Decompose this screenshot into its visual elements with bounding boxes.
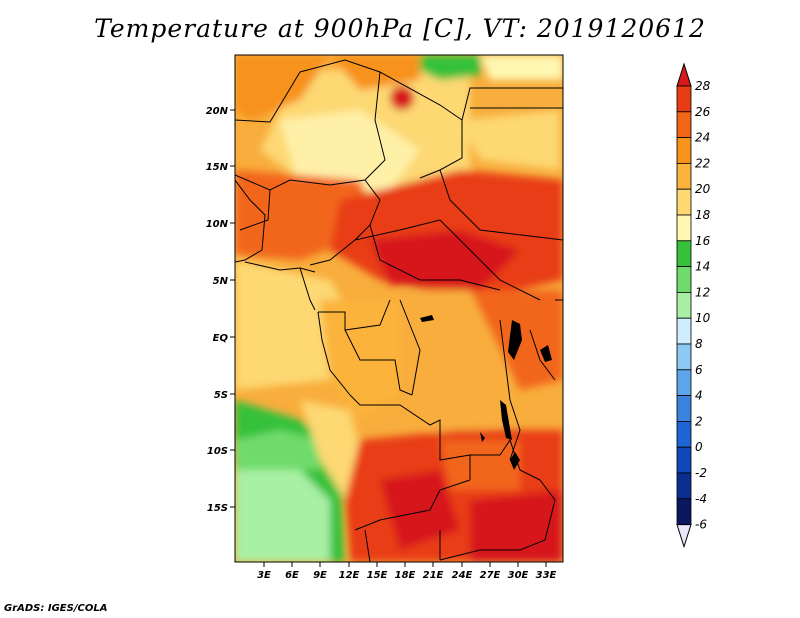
lat-label-15s: 15S [207, 503, 228, 514]
colorbar-label: 0 [695, 440, 703, 454]
lat-label-15n: 15N [206, 162, 229, 173]
colorbar-label: 22 [695, 156, 710, 170]
lon-label-6e: 6E [285, 570, 299, 581]
colorbar-label: 10 [695, 311, 711, 325]
lon-label-18e: 18E [395, 570, 416, 581]
colorbar-label: 20 [695, 182, 711, 196]
colorbar-swatch [676, 343, 692, 371]
lon-label-27e: 27E [480, 570, 501, 581]
colorbar-label: 24 [695, 131, 710, 145]
chart-title: Temperature at 900hPa [C], VT: 201912061… [94, 14, 706, 43]
colorbar-label: 12 [695, 285, 710, 299]
lat-label-20n: 20N [206, 106, 229, 117]
colorbar-swatch [676, 291, 692, 319]
colorbar-swatch [676, 266, 692, 293]
colorbar-label: 2 [695, 414, 703, 428]
colorbar-label: -2 [695, 466, 707, 480]
lon-label-12e: 12E [339, 570, 360, 581]
colorbar-swatch [676, 369, 692, 396]
colorbar-swatch [676, 420, 692, 448]
colorbar-label: -6 [695, 518, 707, 532]
latitude-axis [230, 109, 235, 508]
colorbar-swatch [676, 137, 692, 164]
colorbar-swatch [676, 214, 692, 242]
colorbar-label: 14 [695, 260, 710, 274]
lat-label-5s: 5S [214, 390, 228, 401]
lon-label-9e: 9E [313, 570, 327, 581]
colorbar-bottom-arrow [676, 524, 692, 549]
colorbar-swatch [676, 472, 692, 500]
colorbar-swatch [676, 240, 692, 268]
lat-label-5n: 5N [213, 276, 229, 287]
lakes [420, 315, 552, 470]
temperature-field [235, 55, 563, 562]
colorbar-top-arrow [676, 62, 692, 87]
lon-label-33e: 33E [536, 570, 557, 581]
colorbar-swatch [676, 395, 692, 422]
colorbar-swatch [676, 162, 692, 190]
lon-label-30e: 30E [508, 570, 529, 581]
lon-label-21e: 21E [423, 570, 444, 581]
map-frame [234, 54, 564, 563]
colorbar-swatch [676, 85, 692, 113]
colorbar-label: 6 [695, 363, 703, 377]
colorbar-swatch [676, 188, 692, 216]
colorbar-label: 18 [695, 208, 711, 222]
lat-label-10n: 10N [206, 219, 229, 230]
grads-credit: GrADS: IGES/COLA [4, 603, 108, 614]
colorbar-swatch [676, 317, 692, 345]
lat-label-10s: 10S [207, 446, 228, 457]
lon-label-3e: 3E [257, 570, 271, 581]
colorbar-label: 16 [695, 234, 711, 248]
colorbar-label: -4 [695, 492, 707, 506]
longitude-axis [263, 562, 547, 567]
lon-label-15e: 15E [367, 570, 388, 581]
lon-label-24e: 24E [452, 570, 473, 581]
colorbar-swatch [676, 498, 692, 525]
colorbar-label: 28 [695, 79, 711, 93]
lat-label-eq: EQ [213, 333, 229, 344]
country-borders [235, 59, 563, 562]
colorbar-label: 4 [695, 389, 703, 403]
colorbar-swatch [676, 111, 692, 139]
colorbar-label: 26 [695, 105, 711, 119]
colorbar-swatch [676, 446, 692, 474]
colorbar-label: 8 [695, 337, 703, 351]
